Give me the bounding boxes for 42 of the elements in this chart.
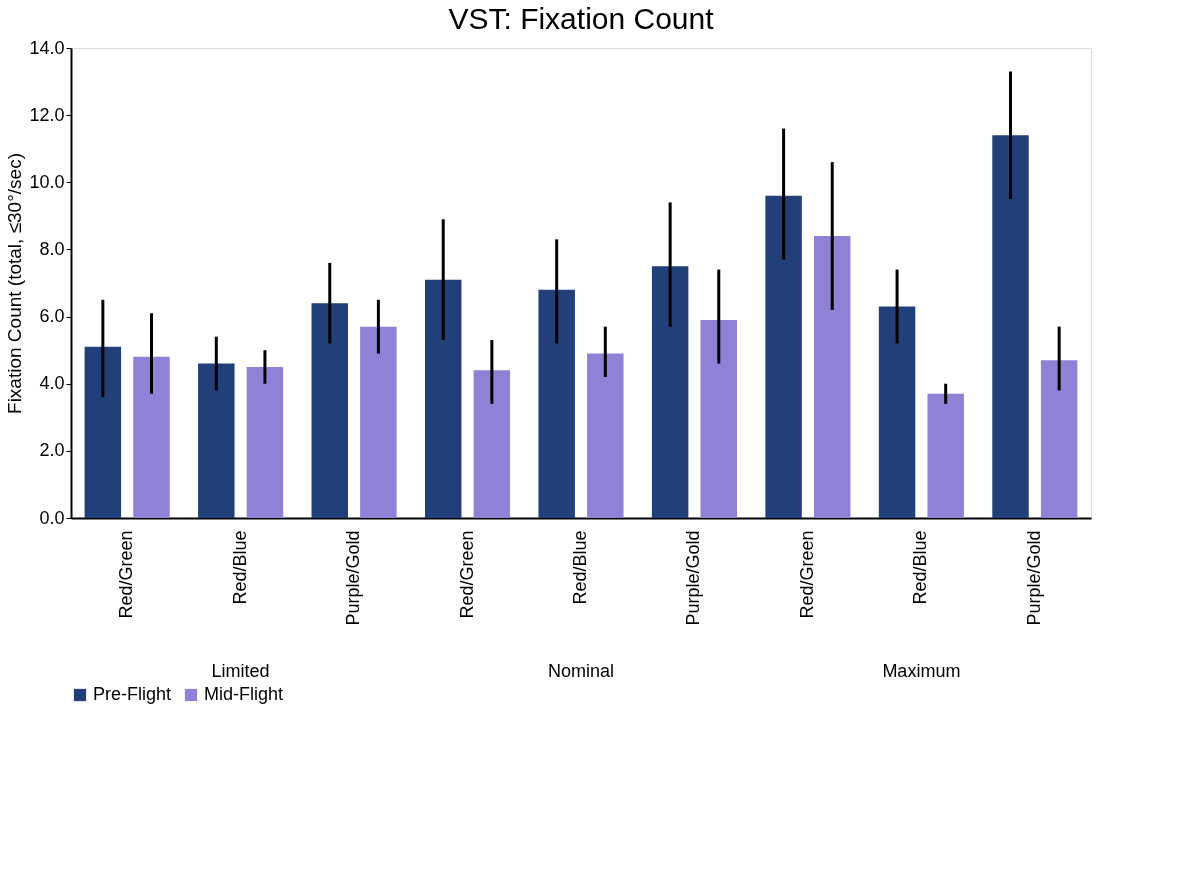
bar — [700, 319, 738, 518]
bar — [424, 279, 462, 518]
bar — [538, 289, 575, 518]
bar — [84, 346, 122, 518]
bar — [765, 195, 802, 518]
text: Nominal — [547, 661, 615, 681]
y-tick-label: 0.0 — [39, 507, 65, 528]
x-tick-label: Red/Green — [456, 530, 477, 619]
bar — [133, 356, 170, 518]
x-tick-label: Red/Blue — [570, 530, 590, 605]
bar — [814, 236, 851, 518]
bar — [651, 266, 689, 518]
text: Maximum — [882, 661, 961, 681]
bar — [927, 393, 964, 518]
y-tick-label: 8.0 — [39, 238, 65, 259]
y-tick-label: 12.0 — [29, 104, 65, 125]
y-tick-label: 6.0 — [39, 306, 65, 327]
x-tick-label: Purple/Gold — [683, 530, 704, 626]
y-tick-label: 2.0 — [39, 440, 65, 461]
legend-label: Mid-Flight — [204, 684, 284, 704]
y-tick-label: 4.0 — [39, 373, 65, 394]
y-tick-label: 10.0 — [29, 171, 65, 192]
bar — [311, 303, 348, 518]
bar — [360, 326, 397, 518]
x-tick-label: Red/Blue — [229, 530, 250, 605]
bar — [198, 363, 235, 518]
x-tick-label: Red/Green — [116, 530, 137, 619]
text: Limited — [211, 661, 270, 681]
bar — [587, 353, 624, 518]
y-tick-label: 14.0 — [29, 37, 65, 58]
bar — [246, 366, 284, 518]
bar — [992, 135, 1029, 518]
x-tick-label: Red/Green — [796, 530, 817, 619]
x-tick-label: Red/Blue — [910, 530, 931, 605]
x-tick-label: Purple/Gold — [1023, 530, 1044, 626]
legend-label: Pre-Flight — [93, 684, 172, 704]
bar — [1040, 360, 1078, 518]
x-tick-label: Purple/Gold — [343, 530, 364, 626]
bar — [878, 306, 916, 518]
y-axis-title: Fixation Count (total, ≤30°/sec) — [4, 153, 26, 414]
bar — [473, 370, 511, 518]
chart-title: VST: Fixation Count — [448, 2, 715, 35]
